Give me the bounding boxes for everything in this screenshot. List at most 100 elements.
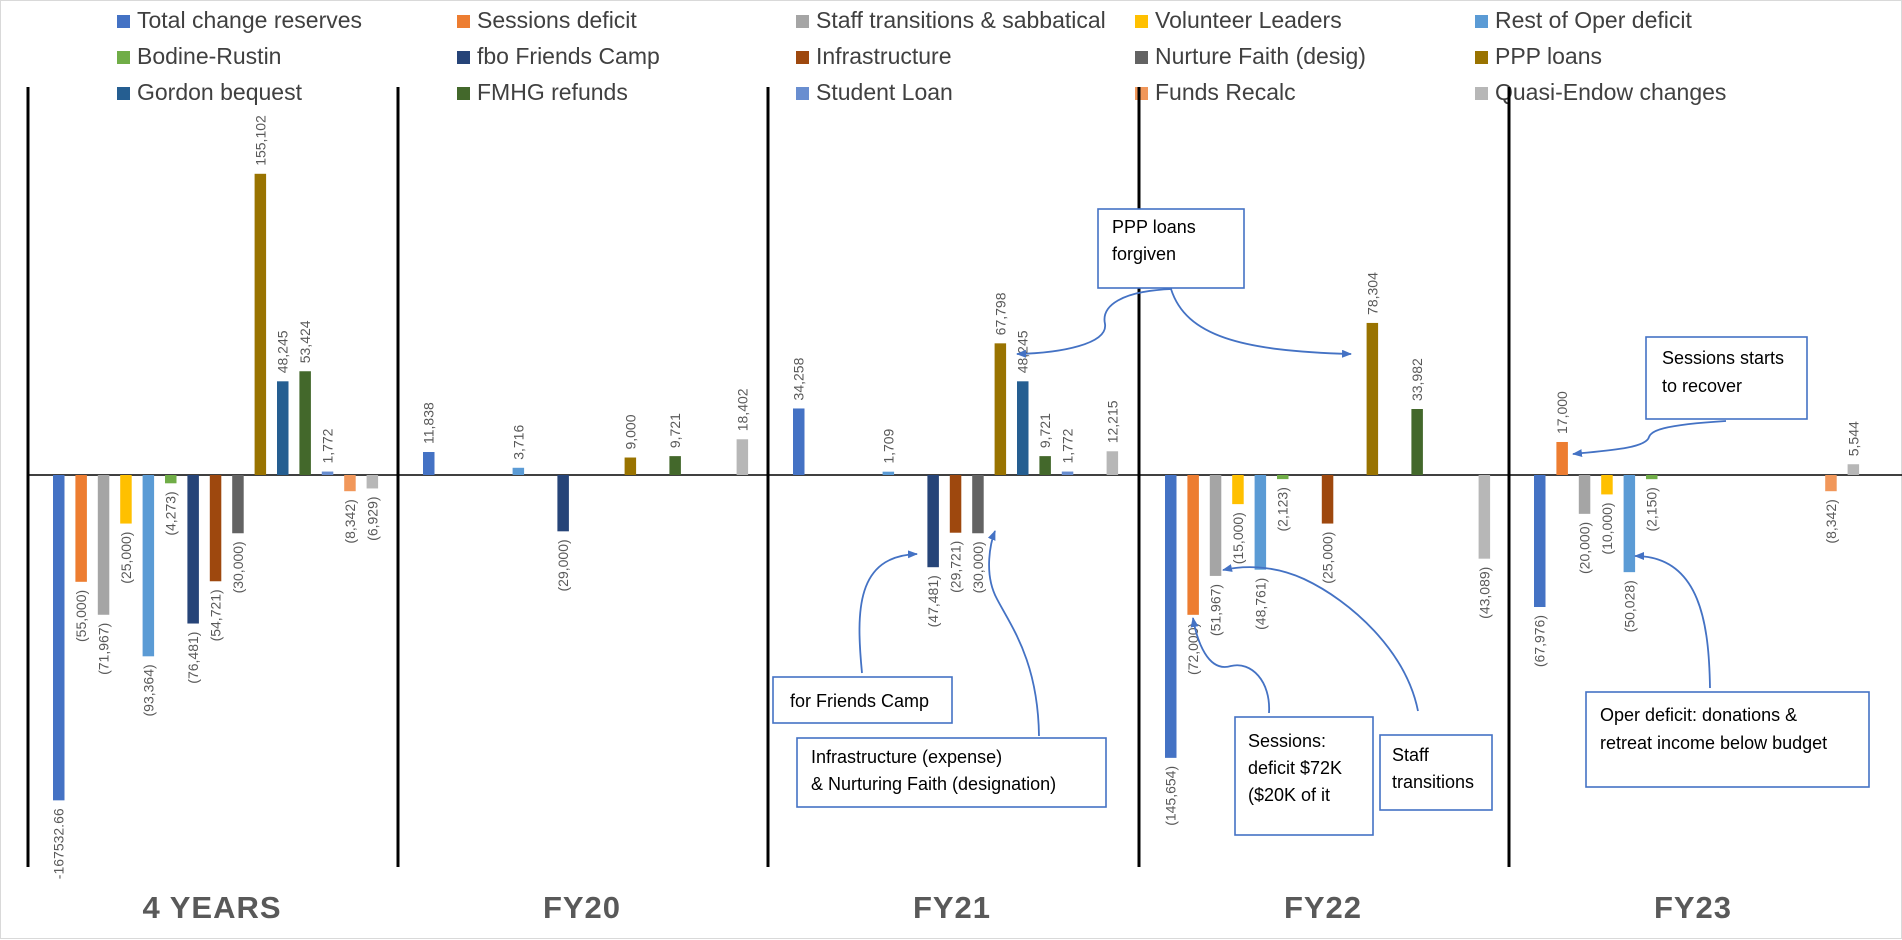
legend-item-gordon-bequest: Gordon bequest bbox=[117, 79, 303, 105]
bar-rest-of-oper-deficit-fy21 bbox=[882, 471, 895, 475]
callout-box bbox=[1097, 208, 1245, 289]
data-label: 1,709 bbox=[880, 428, 896, 463]
bar-staff-transitions-sabbatical-fy23 bbox=[1578, 475, 1591, 514]
data-label: (93,364) bbox=[140, 664, 156, 716]
data-label: 9,721 bbox=[667, 413, 683, 448]
callout-for-friends-camp: for Friends Camp bbox=[772, 676, 953, 724]
callout-arrow bbox=[1170, 288, 1352, 358]
callout-text: Oper deficit: donations & bbox=[1600, 705, 1797, 725]
callout-text: ($20K of it bbox=[1248, 785, 1330, 805]
data-label: 1,772 bbox=[320, 428, 336, 463]
legend-item-student-loan: Student Loan bbox=[796, 79, 953, 105]
data-label: -167532.66 bbox=[51, 808, 67, 879]
data-label: (30,000) bbox=[970, 541, 986, 593]
callout-arrow bbox=[1634, 552, 1711, 689]
legend-item-rest-of-oper-deficit: Rest of Oper deficit bbox=[1475, 7, 1692, 33]
data-label: 1,772 bbox=[1060, 428, 1076, 463]
panel-title-fy21: FY21 bbox=[913, 890, 991, 925]
bar-gordon-bequest-4-years bbox=[277, 381, 289, 475]
bar-fbo-friends-camp-4-years bbox=[187, 475, 199, 624]
data-label: 5,544 bbox=[1845, 421, 1861, 456]
legend-swatch bbox=[1135, 15, 1148, 28]
callout-box bbox=[1379, 734, 1493, 811]
callout-text: forgiven bbox=[1112, 244, 1176, 264]
callout-staff: Staff transitions bbox=[1379, 734, 1493, 811]
bar-gordon-bequest-fy21 bbox=[1017, 381, 1029, 475]
data-label: (30,000) bbox=[230, 541, 246, 593]
legend-item-fmhg-refunds: FMHG refunds bbox=[457, 79, 628, 105]
bar-rest-of-oper-deficit-4-years bbox=[142, 475, 155, 657]
data-label: (51,967) bbox=[1208, 584, 1224, 636]
data-label: (15,000) bbox=[1230, 512, 1246, 564]
data-label: (72,000) bbox=[1185, 623, 1201, 675]
panel-title-fy22: FY22 bbox=[1284, 890, 1362, 925]
data-label: 17,000 bbox=[1554, 391, 1570, 434]
bar-ppp-loans-fy20 bbox=[624, 457, 637, 475]
callout-arrow bbox=[858, 550, 918, 674]
bar-infrastructure-fy22 bbox=[1321, 475, 1334, 524]
panel-titles: 4 YEARS FY20 FY21 FY22 FY23 bbox=[142, 890, 1731, 925]
bar-fmhg-refunds-4-years bbox=[299, 371, 311, 475]
callout-sessions: Sessions: deficit $72K ($20K of it bbox=[1234, 716, 1374, 836]
legend-swatch bbox=[1475, 51, 1488, 64]
bar-bodine-rustin-fy23 bbox=[1646, 475, 1658, 480]
bar-nurture-faith-desig-fy21 bbox=[972, 475, 984, 534]
bar-infrastructure-fy21 bbox=[949, 475, 962, 533]
data-label: 48,245 bbox=[1015, 330, 1031, 373]
bar-quasi-endow-changes-fy23 bbox=[1847, 464, 1860, 475]
callout-box bbox=[1645, 336, 1808, 420]
bar-quasi-endow-changes-fy21 bbox=[1106, 451, 1119, 475]
bar-ppp-loans-fy22 bbox=[1366, 322, 1379, 475]
legend-item-infrastructure: Infrastructure bbox=[796, 43, 952, 69]
data-labels: -167532.66 11,838 34,258 (145,654) (67,976) (… bbox=[51, 115, 1862, 879]
data-label: (67,976) bbox=[1532, 615, 1548, 667]
bar-total-change-reserves-fy20 bbox=[423, 452, 435, 475]
data-label: (6,929) bbox=[364, 496, 380, 540]
data-label: (2,123) bbox=[1275, 487, 1291, 531]
callout-oper-deficit-donations: Oper deficit: donations & retreat income … bbox=[1585, 691, 1870, 788]
data-label: (55,000) bbox=[73, 590, 89, 642]
data-label: 33,982 bbox=[1409, 358, 1425, 401]
bars bbox=[53, 173, 1860, 801]
legend-swatch bbox=[796, 87, 809, 100]
legend-label: FMHG refunds bbox=[477, 79, 628, 105]
legend-label: Rest of Oper deficit bbox=[1495, 7, 1692, 33]
legend-label: Volunteer Leaders bbox=[1155, 7, 1342, 33]
callout-text: retreat income below budget bbox=[1600, 733, 1827, 753]
legend-swatch bbox=[117, 87, 130, 100]
legend-label: Quasi-Endow changes bbox=[1495, 79, 1726, 105]
callout-text: transitions bbox=[1392, 772, 1474, 792]
data-label: (71,967) bbox=[96, 623, 112, 675]
bar-infrastructure-4-years bbox=[209, 475, 222, 582]
legend-label: Staff transitions & sabbatical bbox=[816, 7, 1106, 33]
callouts: for Friends Camp Infrastructure (expense)… bbox=[772, 208, 1870, 836]
bar-fbo-friends-camp-fy20 bbox=[557, 475, 569, 532]
bar-funds-recalc-fy23 bbox=[1825, 475, 1837, 492]
callout-sessions-starts: Sessions starts to recover bbox=[1645, 336, 1808, 420]
legend-item-nurture-faith-desig: Nurture Faith (desig) bbox=[1135, 43, 1366, 69]
legend-swatch bbox=[457, 51, 470, 64]
bar-total-change-reserves-4-years bbox=[53, 475, 65, 801]
legend-swatch bbox=[457, 87, 470, 100]
bar-staff-transitions-sabbatical-fy22 bbox=[1209, 475, 1222, 576]
legend-label: Infrastructure bbox=[816, 43, 952, 69]
callout-arrow bbox=[1572, 420, 1727, 458]
data-label: (29,000) bbox=[555, 539, 571, 591]
bar-ppp-loans-4-years bbox=[254, 173, 267, 475]
callout-box bbox=[772, 676, 953, 724]
data-label: 11,838 bbox=[421, 402, 437, 444]
data-label: 3,716 bbox=[510, 425, 526, 460]
bar-fbo-friends-camp-fy21 bbox=[927, 475, 939, 568]
callout-box bbox=[1585, 691, 1870, 788]
bar-sessions-deficit-fy23 bbox=[1556, 441, 1568, 475]
bar-total-change-reserves-fy23 bbox=[1534, 475, 1546, 608]
bar-fmhg-refunds-fy22 bbox=[1411, 409, 1423, 475]
legend-item-staff-transitions-sabbatical: Staff transitions & sabbatical bbox=[796, 7, 1106, 33]
callout-arrow bbox=[1222, 564, 1419, 712]
bar-total-change-reserves-fy22 bbox=[1165, 475, 1177, 758]
callout-text: & Nurturing Faith (designation) bbox=[811, 774, 1056, 794]
data-label: (8,342) bbox=[342, 499, 358, 543]
callout-text: to recover bbox=[1662, 376, 1742, 396]
bar-sessions-deficit-4-years bbox=[75, 475, 87, 582]
data-label: (8,342) bbox=[1823, 499, 1839, 543]
